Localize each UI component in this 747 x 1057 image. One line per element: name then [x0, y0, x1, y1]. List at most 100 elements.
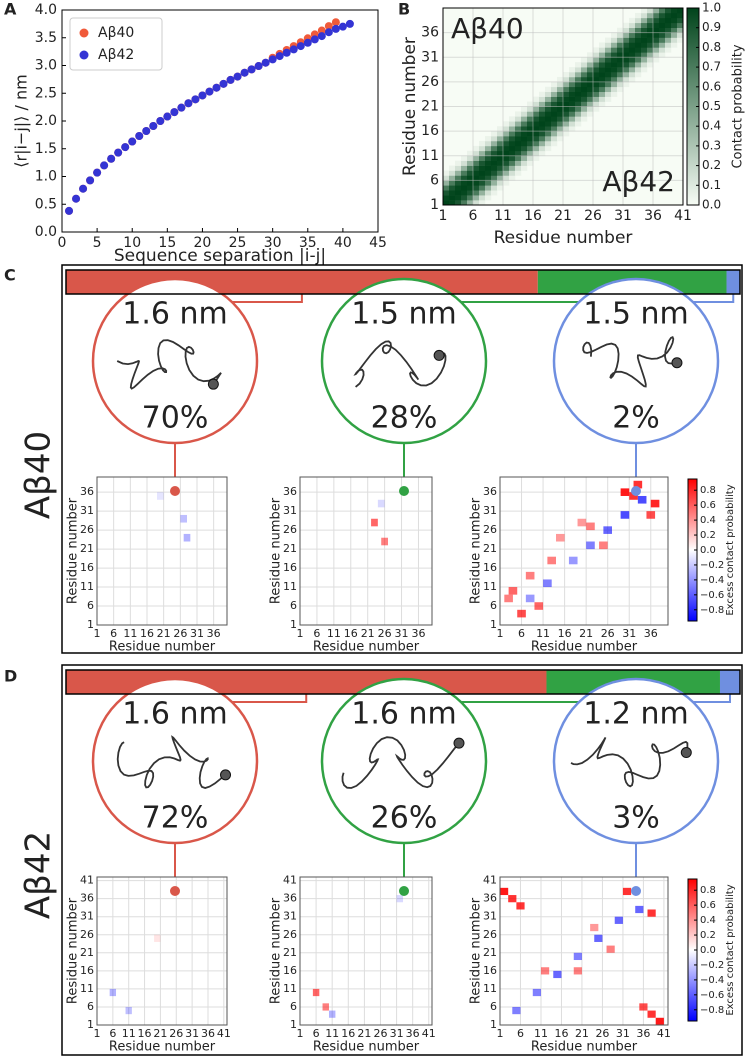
heatmap-cell — [461, 185, 468, 191]
excess-spot — [157, 492, 164, 500]
heatmap-cell — [677, 8, 684, 14]
heatmap-cell — [461, 195, 468, 201]
x-axis-label: Residue number — [531, 1040, 638, 1055]
heatmap-cell — [443, 180, 450, 186]
heatmap-cell — [671, 8, 678, 14]
heatmap-cell — [581, 86, 588, 93]
heatmap-cell — [599, 91, 606, 97]
x-tick-label: 11 — [325, 1027, 339, 1040]
heatmap-cell — [641, 47, 648, 53]
heatmap-cell — [593, 52, 600, 58]
heatmap-cell — [653, 42, 660, 48]
heatmap-cell — [443, 200, 450, 206]
heatmap-cell — [461, 160, 468, 166]
heatmap-cell — [593, 96, 600, 102]
structure-terminus — [207, 378, 219, 390]
heatmap-cell — [635, 72, 642, 78]
excess-spot — [322, 1003, 329, 1011]
heatmap-cell — [599, 101, 606, 107]
heatmap-cell — [485, 140, 492, 147]
excess-spot — [586, 522, 595, 531]
colorbar-tick-label: 0.2 — [702, 158, 721, 172]
y-tick-label: 21 — [421, 99, 439, 115]
heatmap-cell — [653, 8, 660, 14]
heatmap-cell — [617, 32, 624, 38]
heatmap-cell — [485, 190, 492, 196]
heatmap-cell — [461, 155, 468, 161]
excess-spot — [396, 895, 404, 903]
y-tick-label: 11 — [483, 580, 497, 593]
heatmap-cell — [611, 67, 618, 73]
x-tick-label: 35 — [299, 235, 317, 251]
heatmap-cell — [575, 121, 582, 127]
heatmap-cell — [479, 145, 486, 152]
heatmap-cell — [587, 96, 594, 102]
heatmap-cell — [479, 175, 486, 181]
heatmap-cell — [551, 126, 558, 132]
y-tick-label: 31 — [421, 49, 439, 65]
heatmap-cell — [467, 170, 474, 176]
structure-sketch — [582, 335, 678, 388]
excess-spot — [504, 594, 513, 603]
excess-spot — [646, 511, 656, 519]
heatmap-cell — [587, 81, 594, 88]
y-tick-label: 4.0 — [35, 2, 57, 18]
excess-spot — [573, 967, 582, 975]
heatmap-cell — [467, 160, 474, 166]
colorbar-tick-label: 0.8 — [700, 485, 716, 496]
heatmap-cell — [485, 170, 492, 176]
excess-spot — [556, 533, 565, 542]
heatmap-cell — [563, 76, 570, 83]
data-point — [331, 24, 340, 33]
heatmap-cell — [473, 200, 480, 206]
structure-terminus — [220, 769, 232, 781]
heatmap-cell — [497, 185, 504, 191]
excess-spot — [620, 488, 630, 496]
heatmap-cell — [635, 32, 642, 38]
heatmap-cell — [605, 52, 612, 58]
data-point — [212, 83, 221, 92]
x-tick-label: 20 — [194, 235, 212, 251]
y-tick-label: 1 — [290, 1018, 297, 1031]
heatmap-cell — [629, 42, 636, 48]
excess-spot — [639, 1003, 648, 1011]
heatmap-cell — [635, 62, 642, 68]
x-tick-label: 6 — [517, 1027, 524, 1040]
heatmap-cell — [635, 42, 642, 48]
heatmap-cell — [533, 155, 540, 161]
excess-spot — [180, 514, 187, 523]
map-background — [500, 877, 668, 1025]
heatmap-cell — [461, 190, 468, 196]
heatmap-cell — [545, 86, 552, 93]
heatmap-cell — [569, 126, 576, 132]
heatmap-cell — [623, 67, 630, 73]
heatmap-cell — [527, 145, 534, 152]
heatmap-cell — [473, 175, 480, 181]
excess-spot — [650, 499, 660, 508]
heatmap-cell — [641, 62, 648, 68]
heatmap-cell — [551, 116, 558, 122]
y-tick-label: 26 — [80, 928, 94, 941]
colorbar-tick-label: 0.2 — [700, 530, 716, 541]
heatmap-cell — [629, 57, 636, 63]
heatmap-cell — [635, 57, 642, 63]
y-tick-label: 11 — [80, 580, 94, 593]
heatmap-cell — [641, 42, 648, 48]
heatmap-cell — [671, 27, 678, 33]
heatmap-cell — [641, 12, 648, 19]
pin-head — [631, 486, 641, 496]
x-axis-label: Residue number — [109, 640, 216, 655]
y-tick-label: 1 — [490, 618, 497, 631]
data-point — [198, 91, 207, 100]
heatmap-cell — [449, 180, 456, 186]
colorbar-tick-label: 0.6 — [700, 500, 716, 511]
heatmap-cell — [551, 131, 558, 137]
heatmap-cell — [575, 76, 582, 83]
y-tick-label: 31 — [80, 504, 94, 517]
x-tick-label: 11 — [123, 627, 137, 640]
excess-spot — [500, 887, 509, 896]
heatmap-cell — [599, 72, 606, 78]
heatmap-cell — [563, 126, 570, 132]
x-tick-label: 26 — [169, 1027, 183, 1040]
heatmap-cell — [485, 175, 492, 181]
